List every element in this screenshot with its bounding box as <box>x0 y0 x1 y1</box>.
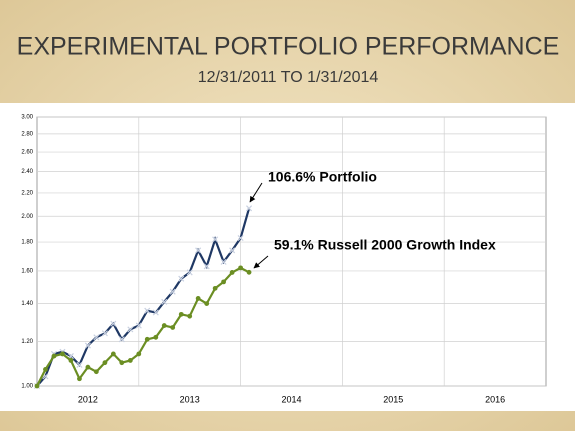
y-tick-label: 3.00 <box>21 115 33 121</box>
point-marker <box>110 351 116 357</box>
point-marker <box>34 383 40 389</box>
point-marker <box>187 313 193 319</box>
point-marker <box>118 336 125 343</box>
annotation: 59.1% Russell 2000 Growth Index <box>274 237 496 253</box>
point-marker <box>102 360 108 366</box>
point-marker <box>127 326 134 333</box>
point-marker <box>68 358 74 363</box>
point-marker <box>127 358 133 363</box>
x-tick-label: 2013 <box>180 394 200 404</box>
point-marker <box>153 334 159 340</box>
y-tick-label: 2.20 <box>21 191 33 197</box>
point-marker <box>229 270 235 275</box>
chart-subtitle: 12/31/2011 TO 1/31/2014 <box>198 69 379 86</box>
point-marker <box>85 364 91 370</box>
point-marker <box>84 342 91 349</box>
point-marker <box>237 235 244 242</box>
y-tick-label: 1.00 <box>21 384 33 390</box>
point-marker <box>178 275 185 282</box>
point-marker <box>212 236 219 243</box>
series-line <box>36 266 250 387</box>
y-tick-label: 2.60 <box>21 150 33 156</box>
point-marker <box>212 285 218 291</box>
y-tick-label: 1.60 <box>21 268 33 274</box>
point-marker <box>161 323 167 328</box>
point-marker <box>76 361 83 368</box>
point-marker <box>246 269 252 275</box>
point-marker <box>161 298 168 305</box>
y-tick-label: 2.80 <box>21 131 33 137</box>
point-marker <box>77 376 82 382</box>
point-marker <box>136 351 142 357</box>
plot: 1.00 1.20 1.40 1.60 1.80 2.00 2.20 2.40 2.60 2.80… <box>21 115 547 404</box>
x-tick-label: 2012 <box>78 394 98 404</box>
point-marker <box>43 367 48 372</box>
x-tick-label: 2016 <box>485 394 505 404</box>
x-tick-label: 2014 <box>281 394 301 404</box>
point-marker <box>110 320 117 327</box>
point-marker <box>170 325 176 330</box>
point-marker <box>51 353 57 359</box>
point-marker <box>203 263 210 270</box>
point-marker <box>119 360 125 366</box>
point-marker <box>221 279 226 285</box>
point-marker <box>169 288 176 295</box>
point-marker <box>220 258 227 265</box>
point-marker <box>144 336 150 342</box>
point-marker <box>93 334 100 341</box>
point-marker <box>204 301 210 307</box>
y-tick-label: 1.20 <box>21 339 33 345</box>
y-tick-label: 1.80 <box>21 240 33 246</box>
point-marker <box>195 296 201 301</box>
point-marker <box>93 369 99 375</box>
point-marker <box>195 247 202 254</box>
point-marker <box>60 351 65 357</box>
annotation: 106.6% Portfolio <box>268 169 377 185</box>
chart-title: EXPERIMENTAL PORTFOLIO PERFORMANCE <box>17 33 560 61</box>
point-marker <box>229 247 236 254</box>
point-marker <box>144 307 151 314</box>
point-marker <box>246 205 253 212</box>
y-tick-label: 2.00 <box>21 214 33 220</box>
point-marker <box>135 322 142 329</box>
y-tick-label: 1.40 <box>21 301 33 307</box>
point-marker <box>178 311 184 317</box>
point-marker <box>186 269 193 276</box>
x-tick-label: 2015 <box>383 394 403 404</box>
point-marker <box>238 265 244 271</box>
annotation-arrow <box>253 255 269 269</box>
point-marker <box>101 330 108 337</box>
point-marker <box>152 309 159 316</box>
y-tick-label: 2.40 <box>21 169 33 175</box>
annotation-arrow <box>249 182 263 203</box>
